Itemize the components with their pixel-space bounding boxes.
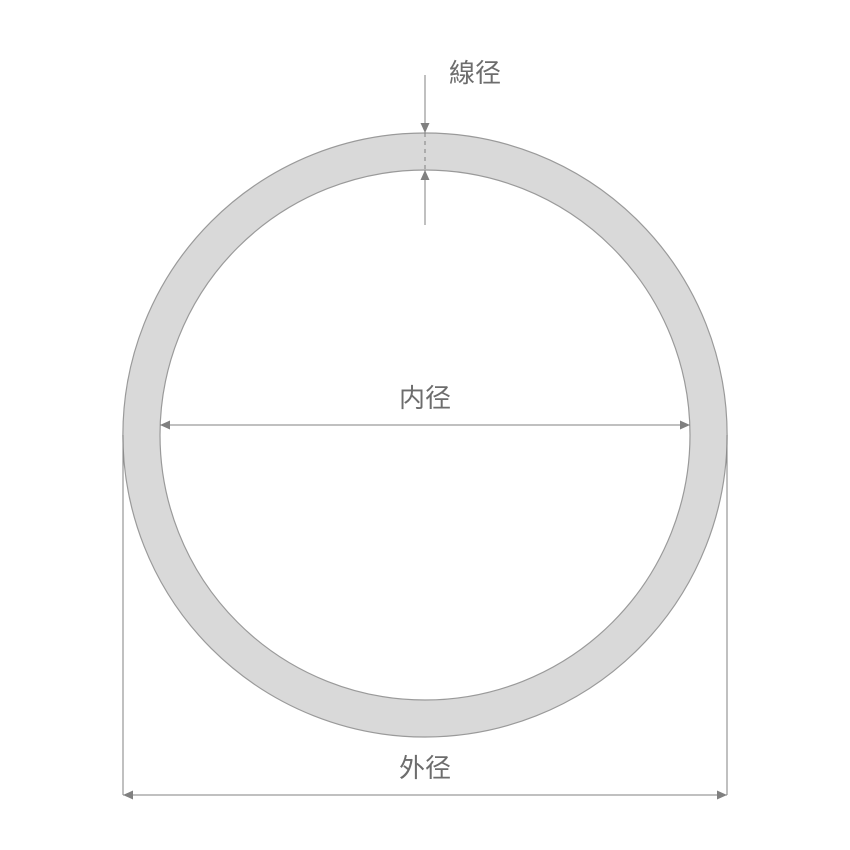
ring-dimension-diagram: 線径内径外径 (0, 0, 850, 850)
label-inner-diameter: 内径 (399, 383, 451, 413)
label-wire-diameter: 線径 (449, 58, 501, 88)
label-outer-diameter: 外径 (399, 753, 451, 783)
